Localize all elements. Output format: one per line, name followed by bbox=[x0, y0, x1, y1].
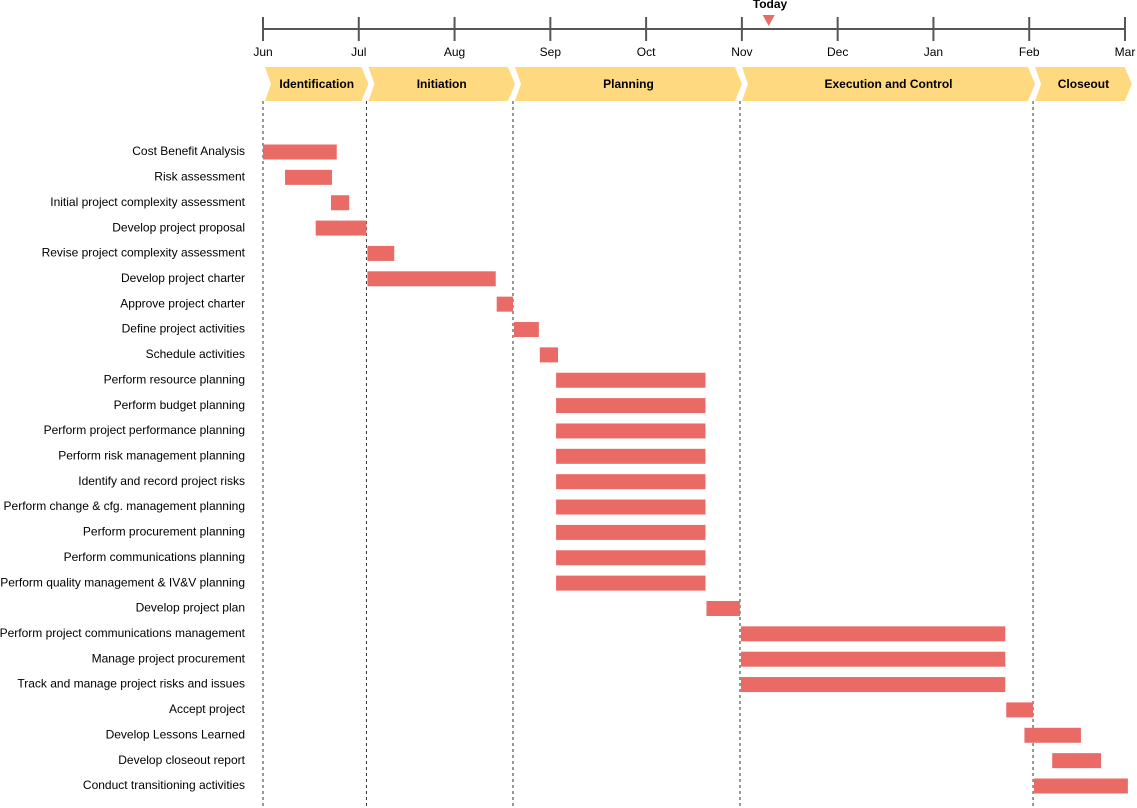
x-tick-label: Jun bbox=[253, 45, 272, 59]
task-bar bbox=[556, 499, 706, 515]
task-bar bbox=[556, 372, 706, 388]
today-marker bbox=[762, 15, 775, 26]
task-bar bbox=[556, 398, 706, 414]
task-bar bbox=[367, 245, 395, 261]
x-tick-label: Mar bbox=[1115, 45, 1136, 59]
task-label: Track and manage project risks and issue… bbox=[17, 677, 245, 691]
x-tick-label: Feb bbox=[1019, 45, 1040, 59]
task-label: Define project activities bbox=[122, 322, 245, 336]
task-label: Revise project complexity assessment bbox=[42, 246, 246, 260]
task-label: Perform change & cfg. management plannin… bbox=[4, 499, 245, 513]
task-label: Perform budget planning bbox=[114, 398, 245, 412]
task-label: Conduct transitioning activities bbox=[83, 778, 245, 792]
x-tick-label: Aug bbox=[444, 45, 465, 59]
task-bar bbox=[556, 524, 706, 540]
task-bar bbox=[556, 550, 706, 566]
task-label: Cost Benefit Analysis bbox=[132, 144, 245, 158]
task-label: Perform quality management & IV&V planni… bbox=[0, 575, 245, 589]
task-bar bbox=[263, 144, 337, 160]
task-bar bbox=[556, 575, 706, 591]
task-label: Perform resource planning bbox=[104, 372, 245, 386]
task-bar bbox=[331, 195, 350, 211]
task-label: Develop project plan bbox=[136, 601, 245, 615]
task-bar bbox=[513, 322, 539, 338]
phase-label: Identification bbox=[279, 77, 354, 91]
task-bar bbox=[556, 423, 706, 439]
phase-chevron bbox=[741, 67, 1036, 101]
task-bar bbox=[285, 169, 332, 185]
task-bar bbox=[367, 271, 496, 287]
x-tick-label: Sep bbox=[540, 45, 562, 59]
task-bar bbox=[1034, 778, 1128, 794]
task-bar bbox=[539, 347, 558, 363]
phase-chevron bbox=[368, 67, 515, 101]
task-label: Manage project procurement bbox=[92, 651, 246, 665]
x-tick-label: Jul bbox=[351, 45, 366, 59]
task-label: Risk assessment bbox=[154, 170, 245, 184]
task-bar bbox=[1024, 727, 1081, 743]
phase-label: Planning bbox=[603, 77, 654, 91]
task-bar bbox=[556, 474, 706, 490]
task-label: Schedule activities bbox=[146, 347, 245, 361]
task-bar bbox=[496, 296, 513, 312]
x-tick-label: Nov bbox=[731, 45, 752, 59]
task-label: Perform project communications managemen… bbox=[0, 626, 246, 640]
task-bar bbox=[740, 677, 1006, 693]
task-bar bbox=[1052, 753, 1102, 769]
x-tick-label: Oct bbox=[637, 45, 656, 59]
phase-chevron bbox=[1035, 67, 1132, 101]
task-label: Develop project proposal bbox=[112, 220, 245, 234]
task-label: Identify and record project risks bbox=[78, 474, 245, 488]
task-label: Develop closeout report bbox=[118, 753, 245, 767]
task-label: Develop project charter bbox=[121, 271, 245, 285]
task-label: Perform risk management planning bbox=[58, 448, 245, 462]
phase-label: Execution and Control bbox=[825, 77, 953, 91]
task-label: Initial project complexity assessment bbox=[50, 195, 245, 209]
task-bar bbox=[556, 448, 706, 464]
task-label: Develop Lessons Learned bbox=[106, 727, 245, 741]
task-bar bbox=[315, 220, 367, 236]
x-tick-label: Dec bbox=[827, 45, 848, 59]
task-label: Approve project charter bbox=[120, 296, 245, 310]
task-label: Perform communications planning bbox=[64, 550, 245, 564]
task-label: Perform procurement planning bbox=[83, 525, 245, 539]
phase-chevron bbox=[265, 67, 369, 101]
phase-chevron bbox=[514, 67, 742, 101]
task-bar bbox=[706, 600, 740, 616]
task-label: Accept project bbox=[169, 702, 246, 716]
x-tick-label: Jan bbox=[924, 45, 943, 59]
task-bar bbox=[740, 651, 1006, 667]
task-label: Perform project performance planning bbox=[44, 423, 245, 437]
task-bar bbox=[1006, 702, 1034, 718]
today-label: Today bbox=[753, 0, 788, 11]
phase-label: Closeout bbox=[1058, 77, 1109, 91]
task-bar bbox=[740, 626, 1006, 642]
phase-label: Initiation bbox=[417, 77, 467, 91]
